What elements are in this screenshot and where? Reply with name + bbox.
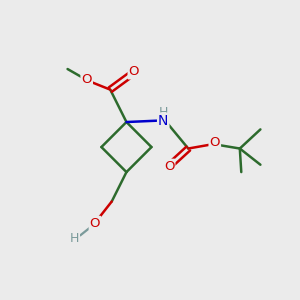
Text: O: O <box>164 160 174 173</box>
Text: O: O <box>81 73 92 86</box>
Text: O: O <box>129 65 139 79</box>
Text: O: O <box>209 136 220 149</box>
Text: N: N <box>158 114 168 128</box>
Text: O: O <box>90 217 100 230</box>
Text: H: H <box>159 106 168 119</box>
Text: H: H <box>70 232 79 245</box>
